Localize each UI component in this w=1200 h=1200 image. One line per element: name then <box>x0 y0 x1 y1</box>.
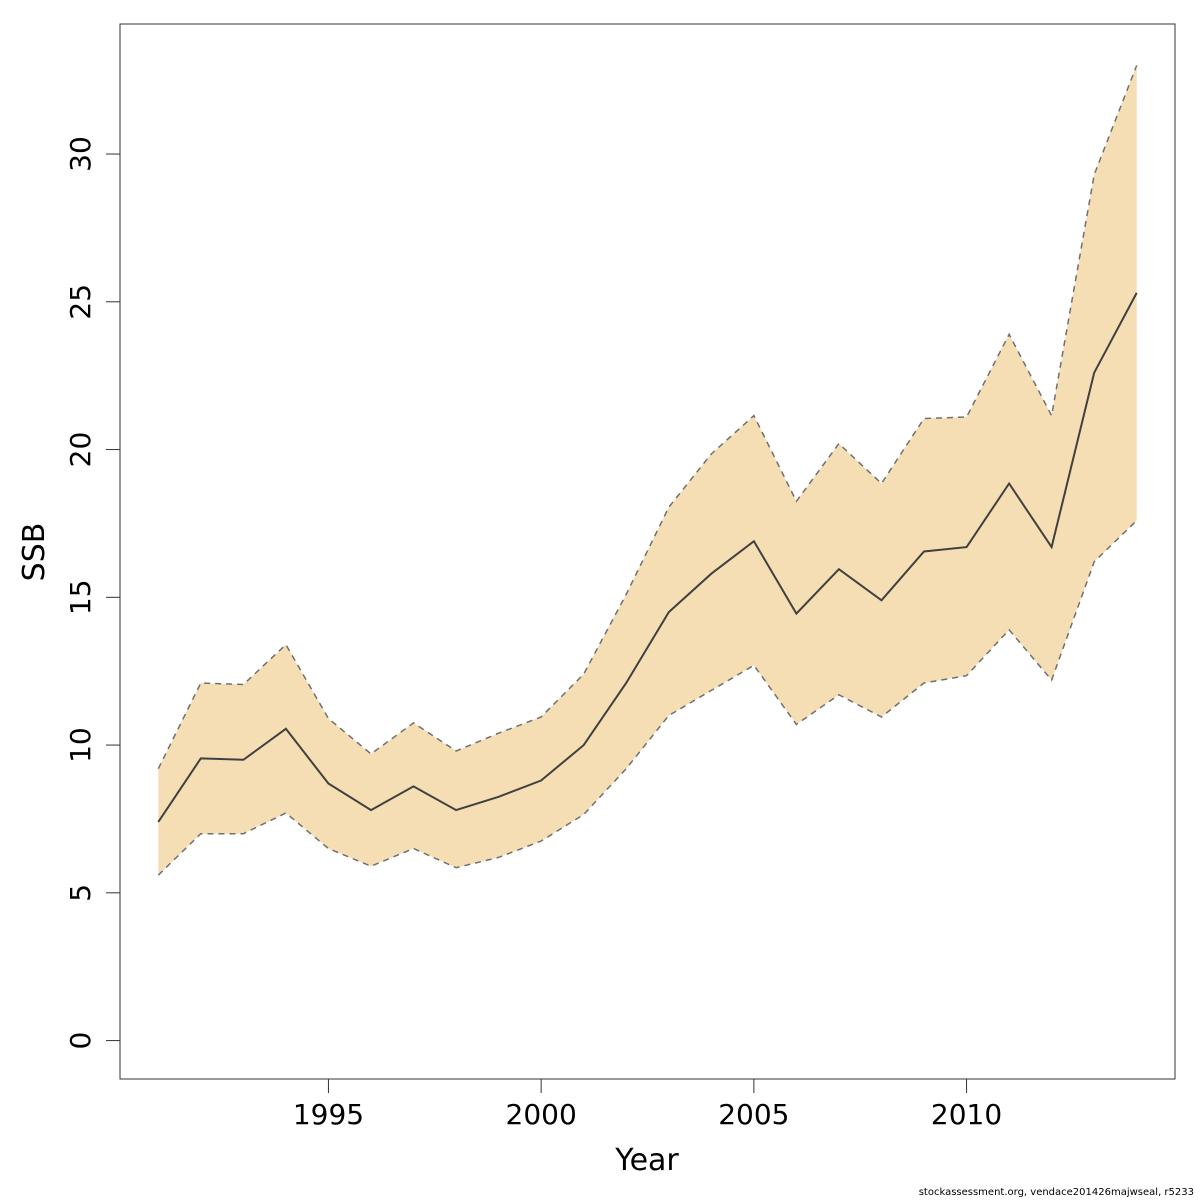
y-tick-label: 5 <box>64 884 97 902</box>
x-axis: 1995 2000 2005 2010 <box>293 1078 1002 1131</box>
y-axis: 0 5 10 15 20 25 30 <box>64 136 121 1050</box>
y-tick-label: 20 <box>64 432 97 468</box>
y-tick-label: 10 <box>64 727 97 763</box>
ssb-estimate-line <box>157 292 1138 823</box>
y-tick-label: 30 <box>64 136 97 172</box>
y-tick-label: 0 <box>64 1032 97 1050</box>
footer-note: stockassessment.org, vendace201426majwse… <box>918 1187 1194 1198</box>
confidence-band <box>158 65 1137 876</box>
x-tick-label: 2010 <box>931 1098 1002 1131</box>
x-tick-label: 2005 <box>718 1098 789 1131</box>
x-tick-label: 1995 <box>293 1098 364 1131</box>
x-tick-label: 2000 <box>506 1098 577 1131</box>
upper-bound-line <box>157 65 1138 770</box>
y-tick-label: 15 <box>64 579 97 615</box>
y-tick-label: 25 <box>64 284 97 320</box>
y-axis-title: SSB <box>17 523 52 582</box>
plot-area <box>157 65 1138 876</box>
lower-bound-line <box>157 519 1138 876</box>
x-axis-title: Year <box>614 1143 679 1178</box>
